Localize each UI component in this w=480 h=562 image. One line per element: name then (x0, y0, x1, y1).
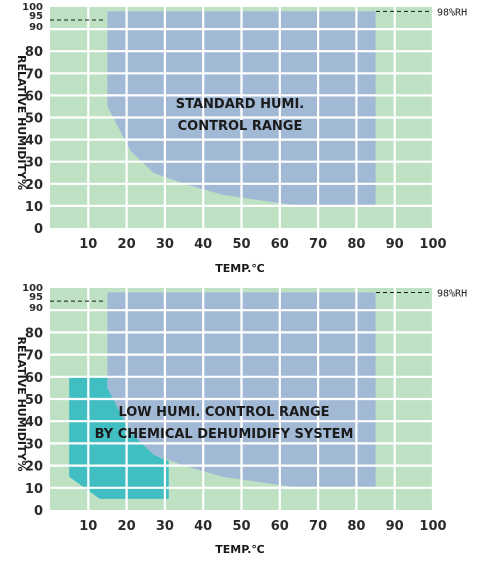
x-tick-label: 90 (386, 519, 404, 534)
x-tick-label: 60 (271, 237, 289, 252)
region-label-line: STANDARD HUMI. (176, 97, 305, 112)
chart-2: LOW HUMI. CONTROL RANGE BY CHEMICAL DEHUM… (15, 283, 467, 556)
y-tick-label: 20 (25, 178, 43, 193)
reference-line-label: 98%RH (437, 7, 467, 18)
x-tick-label: 40 (194, 519, 212, 534)
x-tick-label: 100 (419, 237, 446, 252)
x-axis-label: TEMP.℃ (215, 262, 265, 275)
y-tick-label: 90 (29, 303, 43, 314)
y-tick-label: 20 (25, 460, 43, 475)
x-tick-label: 80 (347, 237, 365, 252)
x-tick-label: 50 (232, 519, 250, 534)
y-tick-label: 80 (25, 45, 43, 60)
y-tick-label: 70 (25, 67, 43, 82)
y-tick-label: 95 (29, 292, 43, 303)
y-tick-label: 60 (25, 371, 43, 386)
y-axis-label: RELATIVE HUMIDITY% (15, 55, 28, 190)
x-axis-label: TEMP.℃ (215, 543, 265, 556)
y-tick-label: 40 (25, 415, 43, 430)
y-tick-label: 30 (25, 437, 43, 452)
x-tick-label: 30 (156, 519, 174, 534)
x-tick-label: 30 (156, 237, 174, 252)
gridlines (50, 288, 435, 510)
y-tick-label: 40 (25, 134, 43, 149)
y-tick-label: 90 (29, 22, 43, 33)
y-tick-label: 60 (25, 89, 43, 104)
y-axis-label: RELATIVE HUMIDITY% (15, 337, 28, 472)
x-tick-label: 10 (79, 519, 97, 534)
x-tick-label: 20 (118, 237, 136, 252)
reference-line-label: 98%RH (437, 288, 467, 299)
chart-1: STANDARD HUMI. CONTROL RANGE 98%RH 0 10 20 30 4… (15, 2, 467, 275)
x-tick-label: 70 (309, 519, 327, 534)
x-tick-label: 80 (347, 519, 365, 534)
x-tick-label: 70 (309, 237, 327, 252)
y-tick-label: 0 (34, 222, 43, 237)
x-tick-label: 100 (419, 519, 446, 534)
y-tick-label: 30 (25, 156, 43, 171)
x-tick-label: 10 (79, 237, 97, 252)
region-label-line: BY CHEMICAL DEHUMIDIFY SYSTEM (95, 427, 354, 442)
region-label-line: LOW HUMI. CONTROL RANGE (118, 405, 329, 420)
y-tick-label: 70 (25, 349, 43, 364)
y-tick-label: 100 (22, 283, 43, 294)
region-label-line: CONTROL RANGE (178, 119, 303, 134)
y-tick-label: 50 (25, 393, 43, 408)
gridlines (50, 7, 435, 228)
x-tick-label: 20 (118, 519, 136, 534)
y-tick-label: 95 (29, 11, 43, 22)
x-tick-label: 60 (271, 519, 289, 534)
y-tick-label: 10 (25, 482, 43, 497)
region-low (69, 376, 169, 499)
y-tick-label: 80 (25, 326, 43, 341)
y-tick-label: 100 (22, 2, 43, 13)
y-tick-label: 50 (25, 112, 43, 127)
y-tick-label: 0 (34, 504, 43, 519)
x-tick-label: 40 (194, 237, 212, 252)
x-tick-label: 50 (232, 237, 250, 252)
y-tick-label: 10 (25, 200, 43, 215)
x-tick-label: 90 (386, 237, 404, 252)
